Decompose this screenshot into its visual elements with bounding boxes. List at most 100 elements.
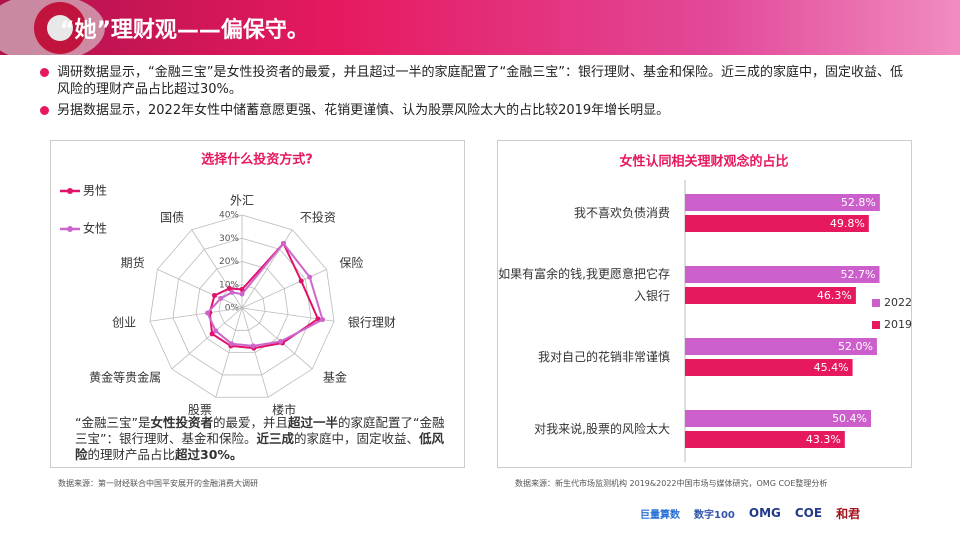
tick-label: 0% bbox=[225, 304, 240, 314]
value-label: 49.8% bbox=[830, 217, 865, 230]
bar bbox=[685, 266, 880, 283]
spoke bbox=[191, 229, 243, 309]
point bbox=[212, 292, 218, 298]
value-label: 43.3% bbox=[806, 433, 841, 446]
category-label: 创业 bbox=[112, 316, 136, 330]
point bbox=[213, 328, 219, 334]
point bbox=[204, 310, 210, 316]
category-label: 股票 bbox=[188, 403, 212, 417]
category-label: 基金 bbox=[323, 370, 347, 385]
value-label: 52.0% bbox=[838, 340, 873, 353]
note-text: 女性投资者 bbox=[150, 415, 213, 430]
eye-graphic bbox=[0, 0, 105, 55]
bar bbox=[685, 359, 853, 376]
note-text: 的理财产品占比 bbox=[87, 447, 176, 462]
source: 数据来源：第一财经联合中国平安展开的金融消费大调研 bbox=[58, 479, 258, 488]
tick-label: 20% bbox=[219, 257, 239, 267]
note-text: 的家庭中，固定收益、 bbox=[294, 431, 420, 446]
legend-label: 2019 bbox=[884, 318, 912, 331]
category-label: 黄金等贵金属 bbox=[89, 370, 161, 385]
note-text: “金融三宝”是 bbox=[75, 415, 151, 430]
bar bbox=[685, 338, 877, 355]
value-label: 52.8% bbox=[841, 196, 876, 209]
legend-swatch bbox=[872, 299, 880, 307]
point bbox=[320, 317, 326, 323]
value-label: 45.4% bbox=[814, 361, 849, 374]
category-label: 对我来说,股票的风险太大 bbox=[534, 422, 670, 436]
logo: OMG bbox=[748, 506, 781, 520]
note-text: 超过30%。 bbox=[175, 447, 243, 462]
point bbox=[280, 240, 286, 246]
grid-ring bbox=[149, 214, 335, 398]
category-label: 不投资 bbox=[300, 209, 336, 224]
note-text: 低风险 bbox=[75, 431, 445, 462]
legend-marker bbox=[67, 226, 73, 232]
tick-label: 40% bbox=[219, 211, 239, 221]
point bbox=[226, 285, 232, 291]
panel bbox=[50, 140, 465, 468]
logos: 巨量算数 数字100 OMG COE 和君 bbox=[640, 503, 940, 523]
category-label: 如果有富余的钱,我更愿意把它存入银行 bbox=[498, 267, 670, 303]
spoke bbox=[215, 307, 243, 398]
panel bbox=[497, 140, 912, 468]
spoke bbox=[241, 307, 269, 398]
note: “金融三宝”是女性投资者的最爱，并且超过一半的家庭配置了“金融三宝”：银行理财、… bbox=[75, 415, 455, 463]
note-text: 的家庭配置了“金融三宝”：银行理财、基金和保险。 bbox=[75, 415, 445, 446]
category-label: 我对自己的花销非常谨慎 bbox=[537, 350, 670, 364]
point bbox=[229, 341, 235, 347]
legend-label: 男性 bbox=[83, 184, 107, 198]
value-label: 46.3% bbox=[817, 289, 852, 302]
tick-label: 30% bbox=[219, 234, 239, 244]
bar bbox=[685, 215, 869, 232]
spoke bbox=[241, 269, 327, 309]
tick-label: 10% bbox=[219, 280, 239, 290]
bar bbox=[685, 287, 856, 304]
point bbox=[315, 316, 321, 322]
legend-marker bbox=[67, 188, 73, 194]
value-label: 52.7% bbox=[841, 268, 876, 281]
point bbox=[218, 295, 224, 301]
source: 数据来源：新生代市场监测机构 2019&2022中国市场与媒体研究，OMG CO… bbox=[515, 479, 828, 488]
point bbox=[209, 331, 215, 337]
point bbox=[278, 338, 284, 344]
point bbox=[229, 289, 235, 295]
bar bbox=[685, 431, 845, 448]
category-label: 期货 bbox=[121, 255, 145, 270]
point bbox=[239, 286, 245, 292]
legend-swatch bbox=[872, 321, 880, 329]
category-label: 银行理财 bbox=[348, 316, 396, 330]
spoke bbox=[157, 269, 243, 309]
logo: 数字100 bbox=[694, 509, 735, 521]
point bbox=[298, 278, 304, 284]
note-text: 的最爱，并且 bbox=[212, 415, 288, 430]
point bbox=[250, 343, 256, 349]
spoke bbox=[149, 307, 243, 322]
bullet: 另据数据显示，2022年女性中储蓄意愿更强、花销更谨慎、认为股票风险太大的占比较… bbox=[40, 102, 907, 119]
category-label: 楼市 bbox=[272, 402, 296, 417]
header-band bbox=[0, 0, 960, 55]
value-label: 50.4% bbox=[832, 412, 867, 425]
slide-title: “她”理财观——偏保守。 bbox=[60, 18, 309, 43]
category-label: 我不喜欢负债消费 bbox=[573, 206, 670, 220]
point bbox=[239, 291, 245, 297]
category-label: 保险 bbox=[339, 255, 363, 270]
chart-title: 女性认同相关理财观念的占比 bbox=[619, 154, 788, 170]
category-label: 国债 bbox=[160, 210, 184, 224]
note-text: 近三成 bbox=[256, 431, 294, 446]
chart-title: 选择什么投资方式? bbox=[201, 152, 313, 168]
legend-label: 2022 bbox=[884, 296, 912, 309]
category-label: 外汇 bbox=[230, 194, 254, 208]
logo: 和君 bbox=[836, 506, 861, 521]
spoke bbox=[241, 307, 313, 370]
logo: 巨量算数 bbox=[640, 509, 680, 521]
grid-ring bbox=[172, 237, 312, 376]
spoke bbox=[171, 307, 243, 370]
note-text: 超过一半 bbox=[287, 415, 338, 430]
bar bbox=[685, 194, 880, 211]
series-line bbox=[208, 241, 320, 350]
bar bbox=[685, 410, 872, 427]
point bbox=[307, 274, 313, 280]
grid-ring bbox=[195, 261, 289, 354]
